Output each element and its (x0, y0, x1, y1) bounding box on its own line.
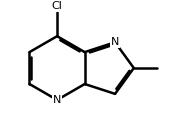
Text: Cl: Cl (52, 1, 62, 11)
Text: N: N (111, 37, 119, 47)
Text: N: N (53, 95, 61, 105)
